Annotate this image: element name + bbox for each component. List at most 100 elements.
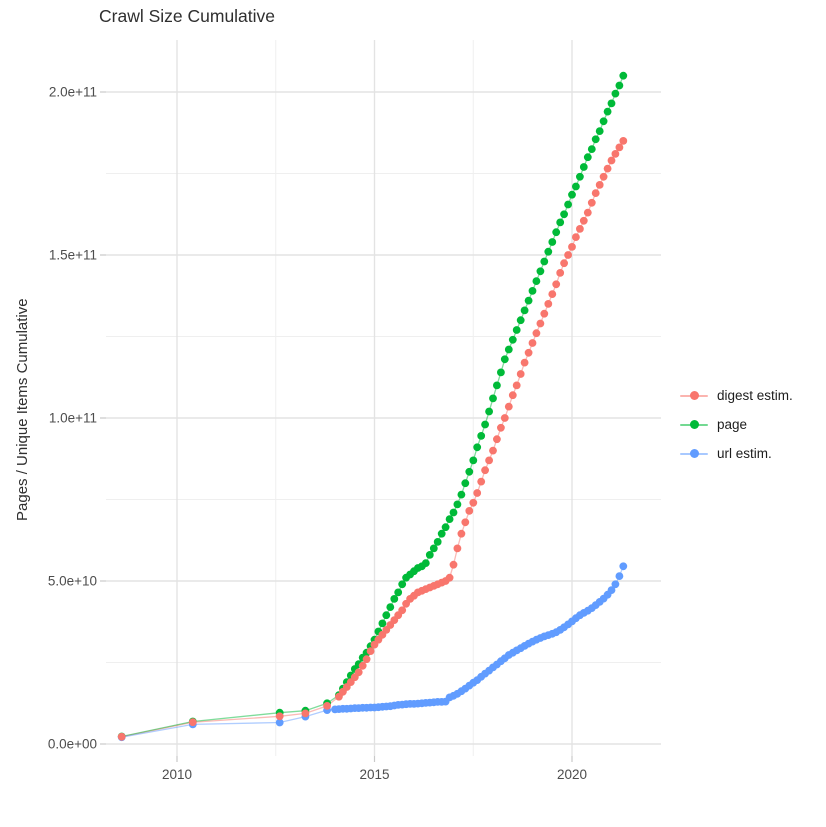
data-point-digest-estim-: [275, 712, 284, 721]
data-point-digest-estim-: [469, 498, 478, 507]
data-point-digest-estim-: [358, 661, 367, 670]
data-point-digest-estim-: [512, 381, 521, 390]
data-point-page: [568, 190, 576, 199]
data-point-page: [433, 538, 442, 546]
data-point-digest-estim-: [301, 709, 310, 718]
data-point-page: [425, 551, 434, 559]
data-point-page: [457, 490, 466, 499]
data-point-digest-estim-: [532, 329, 541, 338]
data-point-digest-estim-: [354, 668, 363, 677]
data-point-digest-estim-: [493, 435, 501, 444]
data-point-digest-estim-: [564, 251, 572, 259]
data-point-page: [473, 443, 482, 452]
data-point-digest-estim-: [544, 300, 553, 308]
legend-item-page: page: [680, 410, 793, 439]
data-point-digest-estim-: [477, 477, 486, 486]
data-point-page: [382, 611, 391, 620]
data-point-digest-estim-: [188, 718, 197, 727]
data-point-page: [572, 182, 580, 191]
data-point-digest-estim-: [611, 150, 620, 158]
data-point-page: [437, 529, 446, 538]
y-tick-label: 1.0e+11: [49, 411, 97, 426]
data-point-digest-estim-: [560, 259, 568, 268]
data-point-digest-estim-: [552, 280, 561, 289]
data-point-page: [544, 247, 553, 256]
legend-label: url estim.: [717, 446, 772, 461]
data-point-page: [540, 257, 549, 266]
data-point-digest-estim-: [453, 544, 462, 553]
data-point-digest-estim-: [366, 647, 375, 655]
data-point-page: [489, 394, 497, 403]
data-point-digest-estim-: [497, 423, 505, 432]
data-point-url-estim-: [607, 586, 616, 594]
data-point-digest-estim-: [568, 243, 576, 251]
data-point-page: [441, 523, 450, 532]
data-point-page: [493, 381, 501, 390]
data-point-digest-estim-: [599, 172, 608, 181]
x-tick-label: 2015: [359, 767, 389, 782]
data-point-digest-estim-: [615, 143, 624, 152]
data-point-page: [481, 420, 489, 429]
data-point-page: [583, 153, 592, 162]
data-point-page: [579, 163, 588, 171]
legend-key-icon: [680, 391, 708, 401]
data-point-digest-estim-: [489, 446, 497, 455]
data-point-digest-estim-: [579, 216, 588, 225]
data-point-digest-estim-: [576, 225, 584, 233]
data-point-page: [556, 218, 565, 227]
data-point-page: [421, 559, 430, 567]
data-point-digest-estim-: [362, 655, 371, 664]
legend-key-icon: [680, 449, 708, 459]
data-point-page: [603, 107, 612, 116]
data-point-page: [512, 326, 521, 334]
data-point-page: [497, 368, 505, 377]
data-point-page: [619, 71, 628, 80]
data-point-page: [599, 117, 608, 126]
data-point-digest-estim-: [595, 181, 604, 189]
data-point-digest-estim-: [323, 702, 331, 710]
data-point-url-estim-: [615, 572, 624, 580]
data-point-page: [524, 296, 533, 305]
data-point-page: [390, 595, 399, 603]
data-point-page: [587, 145, 596, 154]
x-tick-label: 2010: [162, 767, 192, 782]
legend-label: page: [717, 417, 748, 432]
data-point-digest-estim-: [607, 156, 616, 165]
y-tick-label: 0.0e+00: [48, 737, 97, 752]
data-point-digest-estim-: [449, 560, 458, 569]
data-point-digest-estim-: [457, 529, 466, 538]
data-point-page: [461, 479, 470, 488]
data-point-page: [516, 316, 525, 325]
data-point-page: [398, 580, 407, 589]
legend-item-url-estim: url estim.: [680, 439, 793, 468]
y-tick-label: 1.5e+11: [49, 248, 97, 263]
data-point-page: [378, 619, 387, 628]
data-point-digest-estim-: [485, 456, 493, 465]
data-point-digest-estim-: [117, 732, 126, 741]
legend-key-icon: [680, 420, 708, 430]
data-point-digest-estim-: [516, 370, 525, 378]
data-point-digest-estim-: [481, 466, 489, 475]
data-point-page: [611, 89, 620, 98]
data-point-url-estim-: [611, 580, 620, 589]
data-point-page: [591, 135, 600, 144]
data-point-page: [449, 508, 458, 517]
data-point-digest-estim-: [398, 606, 407, 615]
data-point-url-estim-: [619, 562, 628, 571]
data-point-page: [536, 267, 545, 276]
legend: digest estim. page url estim.: [680, 381, 793, 468]
data-point-page: [453, 500, 462, 509]
data-point-digest-estim-: [540, 309, 549, 318]
data-point-digest-estim-: [445, 573, 454, 582]
data-point-url-estim-: [275, 718, 284, 727]
data-point-page: [548, 238, 557, 246]
data-point-digest-estim-: [548, 290, 557, 298]
data-point-page: [576, 172, 584, 181]
x-tick-label: 2020: [557, 767, 587, 782]
data-point-digest-estim-: [500, 414, 509, 422]
data-point-digest-estim-: [603, 164, 612, 173]
data-point-page: [532, 277, 541, 285]
data-point-digest-estim-: [528, 339, 537, 347]
legend-item-digest-estim: digest estim.: [680, 381, 793, 410]
